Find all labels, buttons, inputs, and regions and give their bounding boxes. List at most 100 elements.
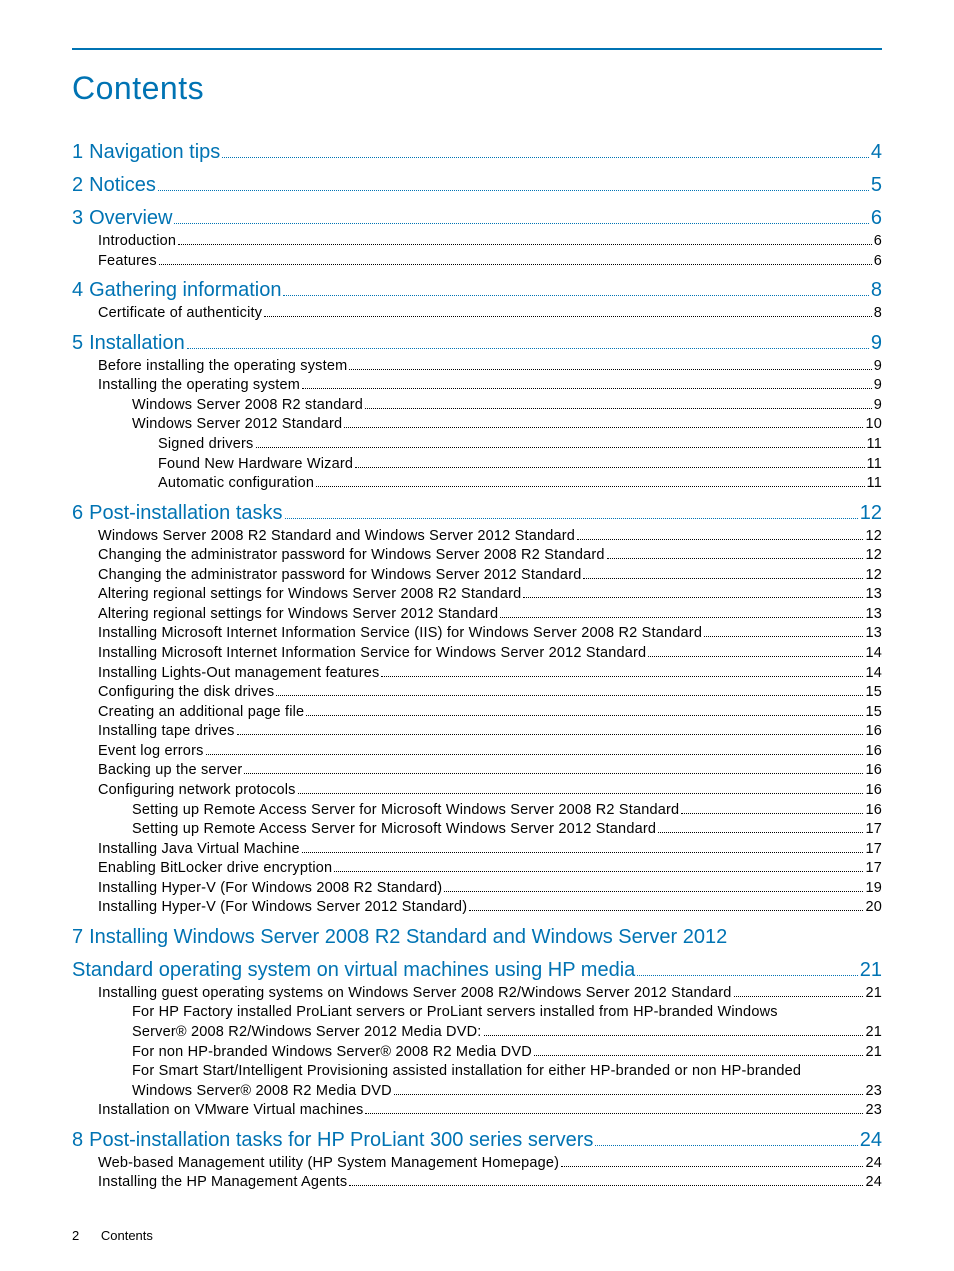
toc-label: Overview: [89, 205, 172, 232]
toc-label: Installing the operating system: [98, 376, 300, 396]
toc-entry[interactable]: Installation on VMware Virtual machines2…: [72, 1101, 882, 1121]
footer-page-number: 2: [72, 1228, 79, 1243]
toc-page-number: 5: [871, 172, 882, 199]
toc-chapter-number: 3: [72, 205, 83, 232]
toc-leader-dots: [174, 223, 868, 224]
toc-leader-dots: [349, 1185, 863, 1186]
toc-entry[interactable]: Introduction6: [72, 232, 882, 252]
toc-leader-dots: [222, 157, 869, 158]
page-title: Contents: [72, 70, 882, 107]
toc-label: Navigation tips: [89, 139, 220, 166]
toc-leader-dots: [648, 656, 863, 657]
toc-page-number: 24: [865, 1173, 882, 1193]
toc-entry[interactable]: Windows Server 2008 R2 Standard and Wind…: [72, 527, 882, 547]
toc-leader-dots: [500, 617, 863, 618]
toc-page-number: 12: [865, 527, 882, 547]
toc-page-number: 9: [874, 376, 882, 396]
toc-label: Changing the administrator password for …: [98, 546, 605, 566]
toc-entry[interactable]: 7Installing Windows Server 2008 R2 Stand…: [72, 924, 882, 951]
toc-entry[interactable]: Installing Java Virtual Machine17: [72, 840, 882, 860]
toc-page-number: 16: [865, 801, 882, 821]
toc-entry[interactable]: Installing Microsoft Internet Informatio…: [72, 644, 882, 664]
toc-entry[interactable]: Installing Microsoft Internet Informatio…: [72, 624, 882, 644]
toc-leader-dots: [681, 813, 863, 814]
toc-entry[interactable]: Before installing the operating system9: [72, 357, 882, 377]
toc-entry[interactable]: Backing up the server16: [72, 761, 882, 781]
toc-page-number: 11: [867, 455, 882, 475]
toc-entry[interactable]: Installing guest operating systems on Wi…: [72, 984, 882, 1004]
toc-entry[interactable]: 3Overview6: [72, 205, 882, 232]
toc-leader-dots: [159, 264, 872, 265]
toc-entry[interactable]: Installing Hyper-V (For Windows 2008 R2 …: [72, 879, 882, 899]
toc-leader-dots: [276, 695, 863, 696]
toc-entry[interactable]: Found New Hardware Wizard11: [72, 455, 882, 475]
toc-leader-dots: [365, 1113, 863, 1114]
toc-entry[interactable]: Automatic configuration11: [72, 474, 882, 494]
toc-entry[interactable]: Altering regional settings for Windows S…: [72, 605, 882, 625]
toc-entry[interactable]: Standard operating system on virtual mac…: [72, 957, 882, 984]
toc-page-number: 15: [865, 703, 882, 723]
toc-label: For Smart Start/Intelligent Provisioning…: [132, 1062, 882, 1082]
toc-entry[interactable]: Creating an additional page file15: [72, 703, 882, 723]
toc-entry[interactable]: Setting up Remote Access Server for Micr…: [72, 820, 882, 840]
toc-page-number: 14: [865, 644, 882, 664]
toc-entry[interactable]: Altering regional settings for Windows S…: [72, 585, 882, 605]
toc-entry[interactable]: Installing tape drives16: [72, 722, 882, 742]
toc-entry[interactable]: Signed drivers11: [72, 435, 882, 455]
toc-entry[interactable]: 2Notices5: [72, 172, 882, 199]
toc-leader-dots: [637, 975, 857, 976]
toc-entry[interactable]: Windows Server® 2008 R2 Media DVD23: [72, 1082, 882, 1102]
toc-entry[interactable]: Features6: [72, 252, 882, 272]
toc-entry[interactable]: Event log errors16: [72, 742, 882, 762]
toc-entry[interactable]: 6Post-installation tasks12: [72, 500, 882, 527]
toc-chapter-number: 7: [72, 924, 83, 951]
toc-leader-dots: [316, 486, 864, 487]
toc-entry[interactable]: 8Post-installation tasks for HP ProLiant…: [72, 1127, 882, 1154]
toc-entry[interactable]: Web-based Management utility (HP System …: [72, 1154, 882, 1174]
toc-page-number: 21: [865, 1043, 882, 1063]
toc-entry[interactable]: Windows Server 2008 R2 standard9: [72, 396, 882, 416]
toc-label: Introduction: [98, 232, 176, 252]
toc-label: Backing up the server: [98, 761, 242, 781]
toc-entry[interactable]: Certificate of authenticity 8: [72, 304, 882, 324]
toc-leader-dots: [365, 408, 872, 409]
toc-label: Installing Lights-Out management feature…: [98, 664, 379, 684]
toc-leader-dots: [561, 1166, 863, 1167]
toc-entry[interactable]: Installing the operating system 9: [72, 376, 882, 396]
toc-leader-dots: [469, 910, 863, 911]
toc-label: Enabling BitLocker drive encryption: [98, 859, 332, 879]
toc-leader-dots: [302, 852, 864, 853]
toc-entry[interactable]: Server® 2008 R2/Windows Server 2012 Medi…: [72, 1023, 882, 1043]
toc-entry[interactable]: Configuring the disk drives15: [72, 683, 882, 703]
toc-entry[interactable]: Enabling BitLocker drive encryption 17: [72, 859, 882, 879]
toc-page-number: 19: [865, 879, 882, 899]
toc-label: Certificate of authenticity: [98, 304, 262, 324]
toc-label: Installing Microsoft Internet Informatio…: [98, 624, 702, 644]
toc-entry[interactable]: Configuring network protocols16: [72, 781, 882, 801]
toc-entry[interactable]: Windows Server 2012 Standard10: [72, 415, 882, 435]
toc-page-number: 17: [865, 840, 882, 860]
toc-entry[interactable]: 5Installation9: [72, 330, 882, 357]
toc-leader-dots: [523, 597, 863, 598]
toc-entry[interactable]: Setting up Remote Access Server for Micr…: [72, 801, 882, 821]
toc-page-number: 17: [865, 859, 882, 879]
toc-entry[interactable]: For Smart Start/Intelligent Provisioning…: [72, 1062, 882, 1082]
toc-entry[interactable]: Changing the administrator password for …: [72, 546, 882, 566]
toc-leader-dots: [607, 558, 864, 559]
toc-leader-dots: [206, 754, 864, 755]
toc-entry[interactable]: Installing Lights-Out management feature…: [72, 664, 882, 684]
toc-entry[interactable]: Installing Hyper-V (For Windows Server 2…: [72, 898, 882, 918]
toc-page-number: 21: [865, 1023, 882, 1043]
toc-entry[interactable]: For HP Factory installed ProLiant server…: [72, 1003, 882, 1023]
toc-entry[interactable]: Changing the administrator password for …: [72, 566, 882, 586]
toc-chapter-number: 6: [72, 500, 83, 527]
toc-entry[interactable]: 4Gathering information8: [72, 277, 882, 304]
toc-label: Web-based Management utility (HP System …: [98, 1154, 559, 1174]
toc-entry[interactable]: For non HP-branded Windows Server® 2008 …: [72, 1043, 882, 1063]
toc-page-number: 8: [874, 304, 882, 324]
toc-entry[interactable]: Installing the HP Management Agents24: [72, 1173, 882, 1193]
toc-page-number: 24: [860, 1127, 882, 1154]
toc-page-number: 23: [865, 1101, 882, 1121]
toc-chapter-number: 2: [72, 172, 83, 199]
toc-entry[interactable]: 1Navigation tips4: [72, 139, 882, 166]
